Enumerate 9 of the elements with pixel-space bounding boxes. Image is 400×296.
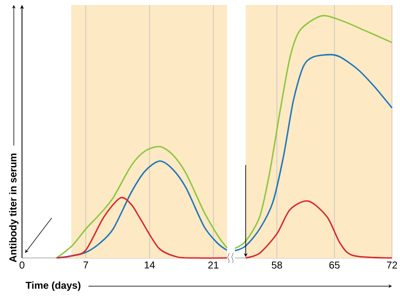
x-tick-label: 72 [386,262,398,268]
x-tick-label: 65 [329,262,340,269]
x-tick-label: 0 [20,262,24,269]
x-axis-title: Time (days) [26,282,80,291]
x-tick-label: 7 [84,262,88,268]
x-tick-label: 14 [144,262,155,268]
x-tick-label: 58 [272,262,282,269]
x-tick-label: 21 [208,262,218,268]
y-axis-title: Antibody titer in serum [9,154,18,262]
